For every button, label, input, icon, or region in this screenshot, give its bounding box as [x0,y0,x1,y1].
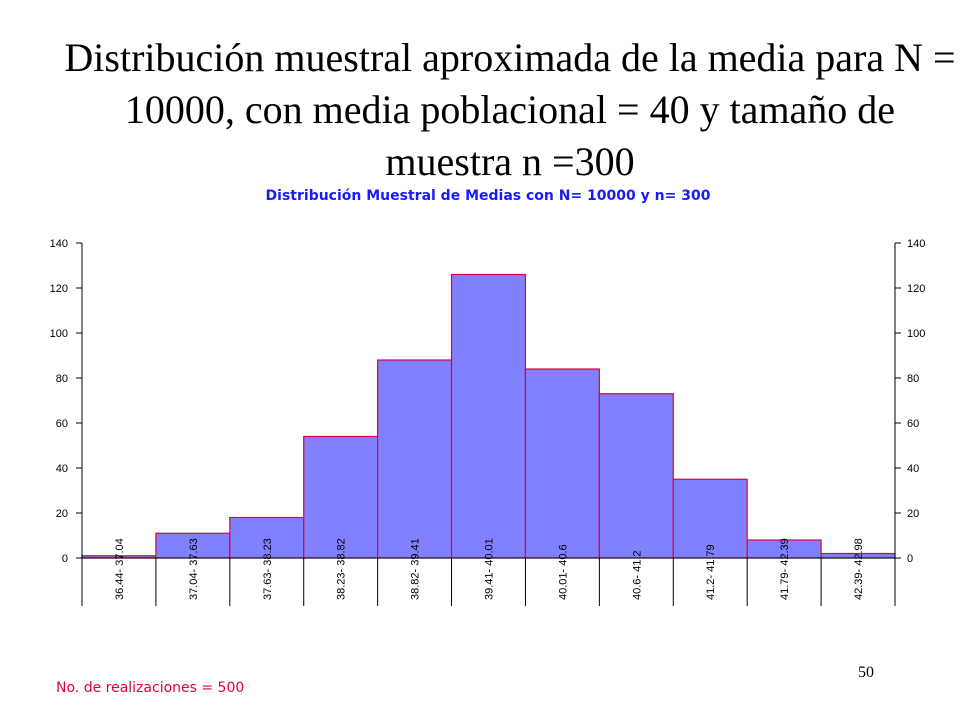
bar-9 [672,478,748,559]
category-label: 38.82- 39.41 [410,538,422,600]
axes-group [81,243,896,606]
category-label: 40.6- 41.2 [631,550,643,600]
category-label: 36.44- 37.04 [114,538,126,600]
right-tick-label: 80 [907,373,919,385]
left-tick-label: 40 [56,463,68,475]
left-tick-label: 120 [50,283,68,295]
left-axis-ticks: 0 20 40 60 80 100 120 140 [50,238,82,565]
bar-7 [524,368,600,559]
bars-group [81,273,896,559]
chart-title: Distribución Muestral de Medias con N= 1… [266,188,711,204]
right-axis-ticks: 0 20 40 60 80 100 120 140 [895,238,925,565]
category-label: 37.04- 37.63 [188,538,200,600]
category-label: 37.63- 38.23 [262,538,274,600]
left-tick-label: 20 [56,508,68,520]
realizations-footnote: No. de realizaciones = 500 [56,680,245,696]
right-tick-label: 60 [907,418,919,430]
slide-title: Distribución muestral aproximada de la m… [64,35,956,184]
right-tick-label: 0 [907,553,913,565]
left-tick-label: 100 [50,328,68,340]
right-tick-label: 140 [907,238,925,250]
bar-6 [450,273,527,559]
bar-8 [598,393,674,559]
right-tick-label: 20 [907,508,919,520]
category-labels: 36.44- 37.04 37.04- 37.63 37.63- 38.23 38.2… [114,538,865,600]
category-label: 42.39- 42.98 [853,538,865,600]
page-number: 50 [858,664,874,681]
right-tick-label: 100 [907,328,925,340]
left-tick-label: 140 [50,238,68,250]
category-label: 38.23- 38.82 [336,538,348,600]
bar-5 [377,359,453,559]
right-tick-label: 120 [907,283,925,295]
bar-2 [155,532,231,559]
left-tick-label: 80 [56,373,68,385]
category-label: 39.41- 40.01 [484,538,496,600]
right-tick-label: 40 [907,463,919,475]
category-label: 40.01- 40.6 [557,544,569,600]
left-tick-label: 60 [56,418,68,430]
left-tick-label: 0 [62,553,68,565]
category-label: 41.79- 42.39 [779,538,791,600]
bar-3 [229,516,305,559]
category-label: 41.2- 41.79 [705,544,717,600]
